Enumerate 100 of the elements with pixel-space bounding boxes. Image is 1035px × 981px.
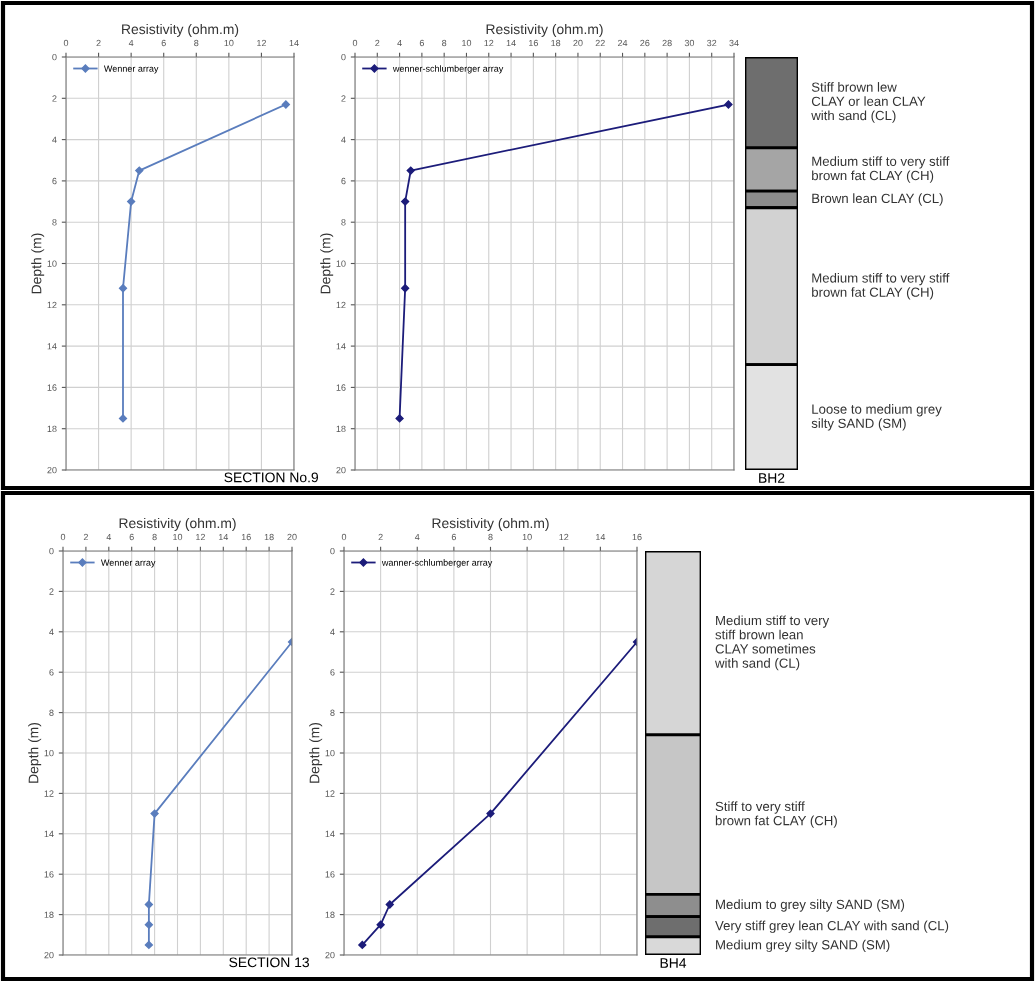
series-label: Stiff brown lew CLAY or lean CLAY with sand (CL) — [811, 82, 926, 123]
x-tick-label: 4 — [106, 533, 112, 541]
point — [127, 197, 136, 206]
x-tick-label: 20 — [287, 533, 297, 541]
x-tick-label: 8 — [194, 39, 199, 47]
x-tick-label: 0 — [63, 39, 69, 47]
y-tick-label: 8 — [341, 219, 346, 226]
x-tick-label: 6 — [129, 533, 134, 541]
series-label: Medium stiff to very stiff brown fat CLAY (CH) — [812, 156, 950, 183]
x-tick-label: 24 — [617, 39, 628, 47]
x-tick-label: 0 — [352, 39, 358, 47]
point — [281, 100, 290, 109]
point — [358, 940, 367, 950]
y-tick-label: 10 — [336, 260, 346, 267]
x-tick-label: 28 — [662, 39, 672, 47]
x-tick-label: 12 — [196, 533, 205, 541]
legend-label: Wenner array — [100, 559, 156, 568]
y-tick-label: 12 — [44, 790, 54, 797]
y-tick-label: 4 — [49, 628, 54, 636]
x-tick-label: 2 — [96, 39, 101, 47]
point — [486, 809, 495, 818]
y-tick-label: 16 — [44, 871, 54, 878]
x-tick-label: 22 — [595, 39, 605, 47]
x-tick-label: 16 — [632, 533, 642, 541]
x-tick-label: 10 — [173, 533, 183, 541]
legend-label: Wenner array — [103, 65, 159, 74]
series-label: Medium stiff to very stiff brown fat CLAY (CH) — [812, 272, 950, 300]
series-label: Medium to grey silty SAND (SM) — [716, 899, 905, 912]
y-tick-label: 4 — [52, 136, 57, 143]
x-tick-label: 6 — [451, 533, 456, 541]
y-tick-label: 8 — [330, 709, 335, 716]
y-tick-label: 16 — [336, 384, 346, 391]
y-tick-label: 0 — [330, 547, 335, 555]
x-axis-title: Resistivity (ohm.m) — [119, 517, 236, 531]
y-tick-label: 10 — [44, 749, 54, 757]
y-tick-label: 8 — [52, 219, 57, 226]
x-tick-label: 6 — [161, 39, 166, 47]
point — [401, 284, 410, 293]
y-tick-label: 2 — [330, 588, 335, 595]
y-tick-label: 2 — [52, 95, 57, 102]
x-axis-title: Resistivity (ohm.m) — [122, 23, 239, 37]
x-tick-label: 14 — [506, 39, 516, 47]
x-tick-label: 10 — [522, 533, 532, 541]
y-tick-label: 14 — [44, 830, 54, 838]
point — [401, 197, 410, 206]
x-tick-label: 4 — [397, 39, 402, 47]
x-tick-label: 4 — [414, 533, 420, 541]
x-axis-title: Resistivity (ohm.m) — [486, 23, 603, 37]
x-tick-label: 18 — [264, 533, 274, 541]
y-axis-title: Depth (m) — [28, 722, 42, 783]
point — [144, 920, 154, 929]
point — [406, 166, 415, 175]
y-tick-label: 4 — [330, 628, 335, 636]
text: SECTION No.9 — [224, 472, 319, 483]
point — [144, 900, 154, 909]
x-tick-label: 2 — [83, 533, 88, 541]
x-tick-label: 4 — [128, 39, 134, 47]
x-tick-label: 8 — [488, 533, 493, 541]
x-tick-label: BH2 — [759, 473, 785, 483]
x-tick-label: 16 — [241, 533, 251, 541]
point — [376, 920, 385, 929]
y-tick-label: 18 — [47, 425, 57, 433]
y-axis-title: Depth (m) — [31, 233, 45, 294]
x-tick-label: 8 — [152, 533, 157, 541]
y-tick-label: 20 — [336, 466, 346, 474]
y-tick-label: 14 — [47, 343, 57, 350]
series-label: Very stiff grey lean CLAY with sand (CL) — [715, 920, 949, 933]
point — [395, 414, 404, 423]
y-tick-label: 18 — [336, 425, 346, 433]
x-tick-label: 12 — [484, 39, 494, 47]
x-tick-label: 12 — [257, 39, 266, 47]
y-tick-label: 12 — [336, 301, 346, 309]
y-tick-label: 18 — [325, 911, 335, 918]
point — [150, 809, 159, 818]
point — [144, 940, 154, 950]
point — [118, 284, 128, 293]
y-tick-label: 10 — [325, 749, 335, 757]
y-axis-title: Depth (m) — [309, 722, 323, 783]
y-tick-label: 0 — [52, 53, 57, 61]
point — [118, 414, 128, 423]
text: SECTION 13 — [229, 957, 310, 968]
y-tick-label: 6 — [52, 177, 57, 185]
x-tick-label: 34 — [729, 39, 739, 47]
point — [385, 900, 394, 909]
y-tick-label: 2 — [49, 588, 54, 595]
x-tick-label: 20 — [573, 39, 583, 47]
x-tick-label: 10 — [462, 39, 472, 47]
y-tick-label: 8 — [49, 709, 54, 716]
x-tick-label: 8 — [442, 39, 447, 47]
x-tick-label: 32 — [707, 39, 717, 47]
x-tick-label: 14 — [289, 39, 299, 47]
x-tick-label: 2 — [375, 39, 380, 47]
y-tick-label: 6 — [49, 669, 54, 676]
point — [135, 166, 144, 175]
series-label: Stiff to very stiff brown fat CLAY (CH) — [715, 801, 837, 828]
series-label: Medium grey silty SAND (SM) — [716, 939, 890, 953]
x-tick-label: 12 — [559, 533, 569, 541]
x-tick-label: 14 — [218, 533, 229, 541]
y-tick-label: 20 — [47, 466, 57, 474]
y-tick-label: 0 — [341, 53, 346, 61]
